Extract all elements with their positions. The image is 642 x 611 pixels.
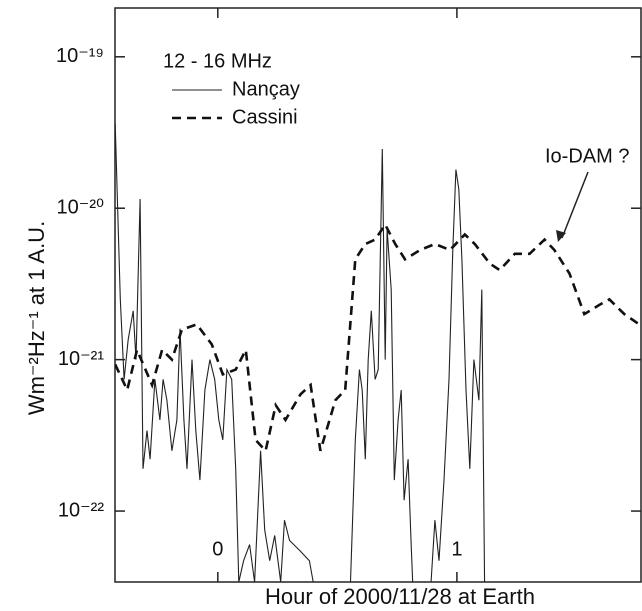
x-tick-label: 1 [451,538,462,560]
x-tick-label: 0 [212,538,223,560]
series-line [115,123,486,582]
annotation-arrow [561,171,589,239]
y-tick-label: 10⁻¹⁹ [56,45,104,67]
plot-area [115,123,641,582]
plot-frame [114,7,642,583]
legend-label: Nançay [232,78,300,100]
series-line [115,222,641,454]
y-tick-label: 10⁻²² [58,499,104,521]
y-tick-label: 10⁻²¹ [58,348,104,370]
annotation-arrowhead [556,230,566,242]
x-axis-label: Hour of 2000/11/28 at Earth [265,584,535,609]
y-axis-label: Wm⁻²Hz⁻¹ at 1 A.U. [24,221,49,415]
legend-label: Cassini [232,106,298,128]
annotation: Io-DAM ? [545,145,629,167]
y-tick-label: 10⁻²⁰ [57,196,104,218]
legend-title: 12 - 16 MHz [163,50,272,72]
